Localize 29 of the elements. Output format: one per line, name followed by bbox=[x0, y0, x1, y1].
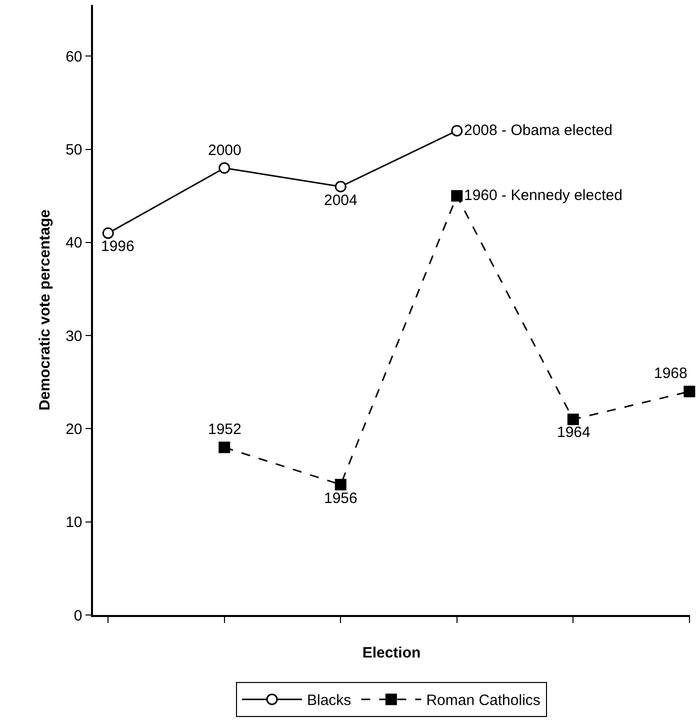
annotation: 2008 - Obama elected bbox=[464, 122, 612, 139]
point bbox=[334, 478, 346, 490]
point bbox=[451, 124, 463, 136]
x-axis-title: Election bbox=[362, 644, 421, 662]
annotation: 1952 bbox=[208, 421, 242, 438]
point bbox=[102, 227, 114, 239]
point bbox=[567, 414, 579, 426]
annotation: 1964 bbox=[557, 424, 590, 441]
y-tick-label: 30 bbox=[66, 328, 82, 345]
y-tick-label: 50 bbox=[66, 142, 82, 159]
annotation: 2004 bbox=[324, 192, 358, 209]
point bbox=[451, 190, 463, 202]
y-tick-label: 60 bbox=[66, 48, 82, 66]
annotation: 1960 - Kennedy elected bbox=[464, 187, 622, 204]
y-tick-label: 10 bbox=[66, 514, 82, 532]
legend-label: Blacks bbox=[307, 692, 352, 710]
point bbox=[218, 442, 230, 454]
y-axis-title: Democratic vote percentage bbox=[36, 210, 54, 410]
legend-label: Roman Catholics bbox=[426, 692, 540, 710]
y-tick-label: 40 bbox=[66, 234, 82, 252]
y-tick-label: 20 bbox=[66, 420, 82, 438]
point bbox=[218, 162, 230, 174]
y-tick-label: 0 bbox=[74, 607, 82, 624]
point bbox=[684, 386, 696, 398]
annotation: 1968 bbox=[654, 365, 688, 382]
annotation: 1996 bbox=[101, 238, 134, 255]
annotation: 1956 bbox=[324, 490, 358, 507]
point bbox=[334, 180, 346, 192]
annotation: 2000 bbox=[208, 142, 242, 159]
